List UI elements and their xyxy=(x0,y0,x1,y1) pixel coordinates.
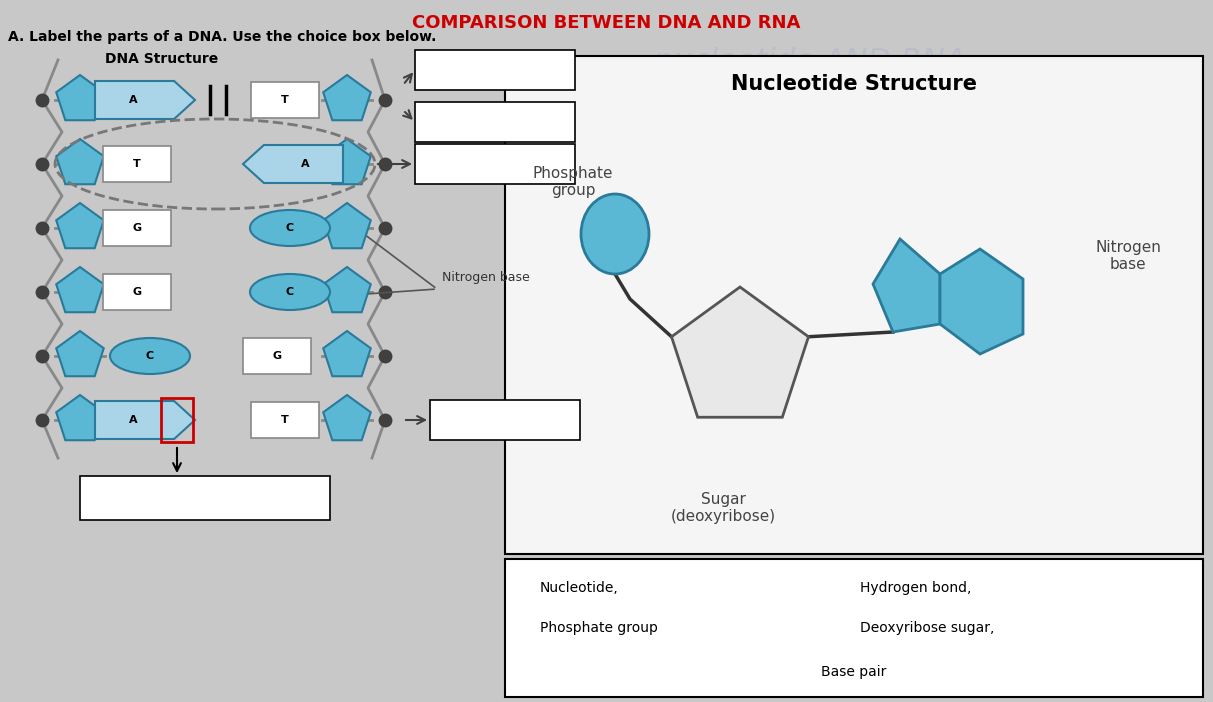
Text: T: T xyxy=(133,159,141,169)
Text: COMPARISON BETWEEN DNA AND RNA: COMPARISON BETWEEN DNA AND RNA xyxy=(411,14,801,32)
Polygon shape xyxy=(56,139,104,184)
Text: G: G xyxy=(132,223,142,233)
Bar xyxy=(161,398,193,442)
Bar xyxy=(505,559,1203,697)
Ellipse shape xyxy=(110,338,190,374)
Text: A: A xyxy=(301,159,309,169)
Text: C: C xyxy=(146,351,154,361)
Bar xyxy=(505,56,1203,554)
Bar xyxy=(251,82,319,118)
Text: Sugar
(deoxyribose): Sugar (deoxyribose) xyxy=(671,491,775,524)
Polygon shape xyxy=(56,267,104,312)
Ellipse shape xyxy=(250,210,330,246)
Ellipse shape xyxy=(250,274,330,310)
Polygon shape xyxy=(56,331,104,376)
Bar xyxy=(415,50,575,90)
Polygon shape xyxy=(56,395,104,440)
Bar xyxy=(103,146,171,182)
Text: A: A xyxy=(129,415,137,425)
Bar xyxy=(429,400,580,440)
Polygon shape xyxy=(873,239,940,332)
Text: G: G xyxy=(273,351,281,361)
Text: T: T xyxy=(281,415,289,425)
Text: Base pair: Base pair xyxy=(821,665,887,679)
Text: DNA Structure: DNA Structure xyxy=(106,52,218,66)
Polygon shape xyxy=(940,249,1023,354)
Ellipse shape xyxy=(581,194,649,274)
Text: Nucleotide Structure: Nucleotide Structure xyxy=(731,74,976,94)
Text: Nitrogen base: Nitrogen base xyxy=(442,270,530,284)
Bar xyxy=(251,402,319,438)
Text: T: T xyxy=(281,95,289,105)
Polygon shape xyxy=(323,331,371,376)
Text: Nucleotide,: Nucleotide, xyxy=(540,581,619,595)
Polygon shape xyxy=(323,203,371,249)
Text: Deoxyribose sugar,: Deoxyribose sugar, xyxy=(860,621,995,635)
Bar xyxy=(103,210,171,246)
Polygon shape xyxy=(95,81,195,119)
Polygon shape xyxy=(243,145,343,183)
Polygon shape xyxy=(323,267,371,312)
Text: A: A xyxy=(129,95,137,105)
Text: C: C xyxy=(286,287,294,297)
Polygon shape xyxy=(95,401,195,439)
Text: nucleotide AND RNA: nucleotide AND RNA xyxy=(654,48,966,77)
Text: Hydrogen bond,: Hydrogen bond, xyxy=(860,581,972,595)
Text: A. Label the parts of a DNA. Use the choice box below.: A. Label the parts of a DNA. Use the cho… xyxy=(8,30,437,44)
Text: Phosphate
group: Phosphate group xyxy=(533,166,614,199)
Bar xyxy=(103,274,171,310)
Text: C: C xyxy=(286,223,294,233)
Polygon shape xyxy=(323,75,371,120)
Bar xyxy=(243,338,311,374)
Text: Phosphate group: Phosphate group xyxy=(540,621,657,635)
Polygon shape xyxy=(672,287,809,417)
Polygon shape xyxy=(56,75,104,120)
Text: Nitrogen
base: Nitrogen base xyxy=(1095,240,1161,272)
Text: G: G xyxy=(132,287,142,297)
Bar xyxy=(80,476,330,520)
Polygon shape xyxy=(323,139,371,184)
Bar xyxy=(415,102,575,142)
Polygon shape xyxy=(56,203,104,249)
Polygon shape xyxy=(323,395,371,440)
Bar xyxy=(415,144,575,184)
